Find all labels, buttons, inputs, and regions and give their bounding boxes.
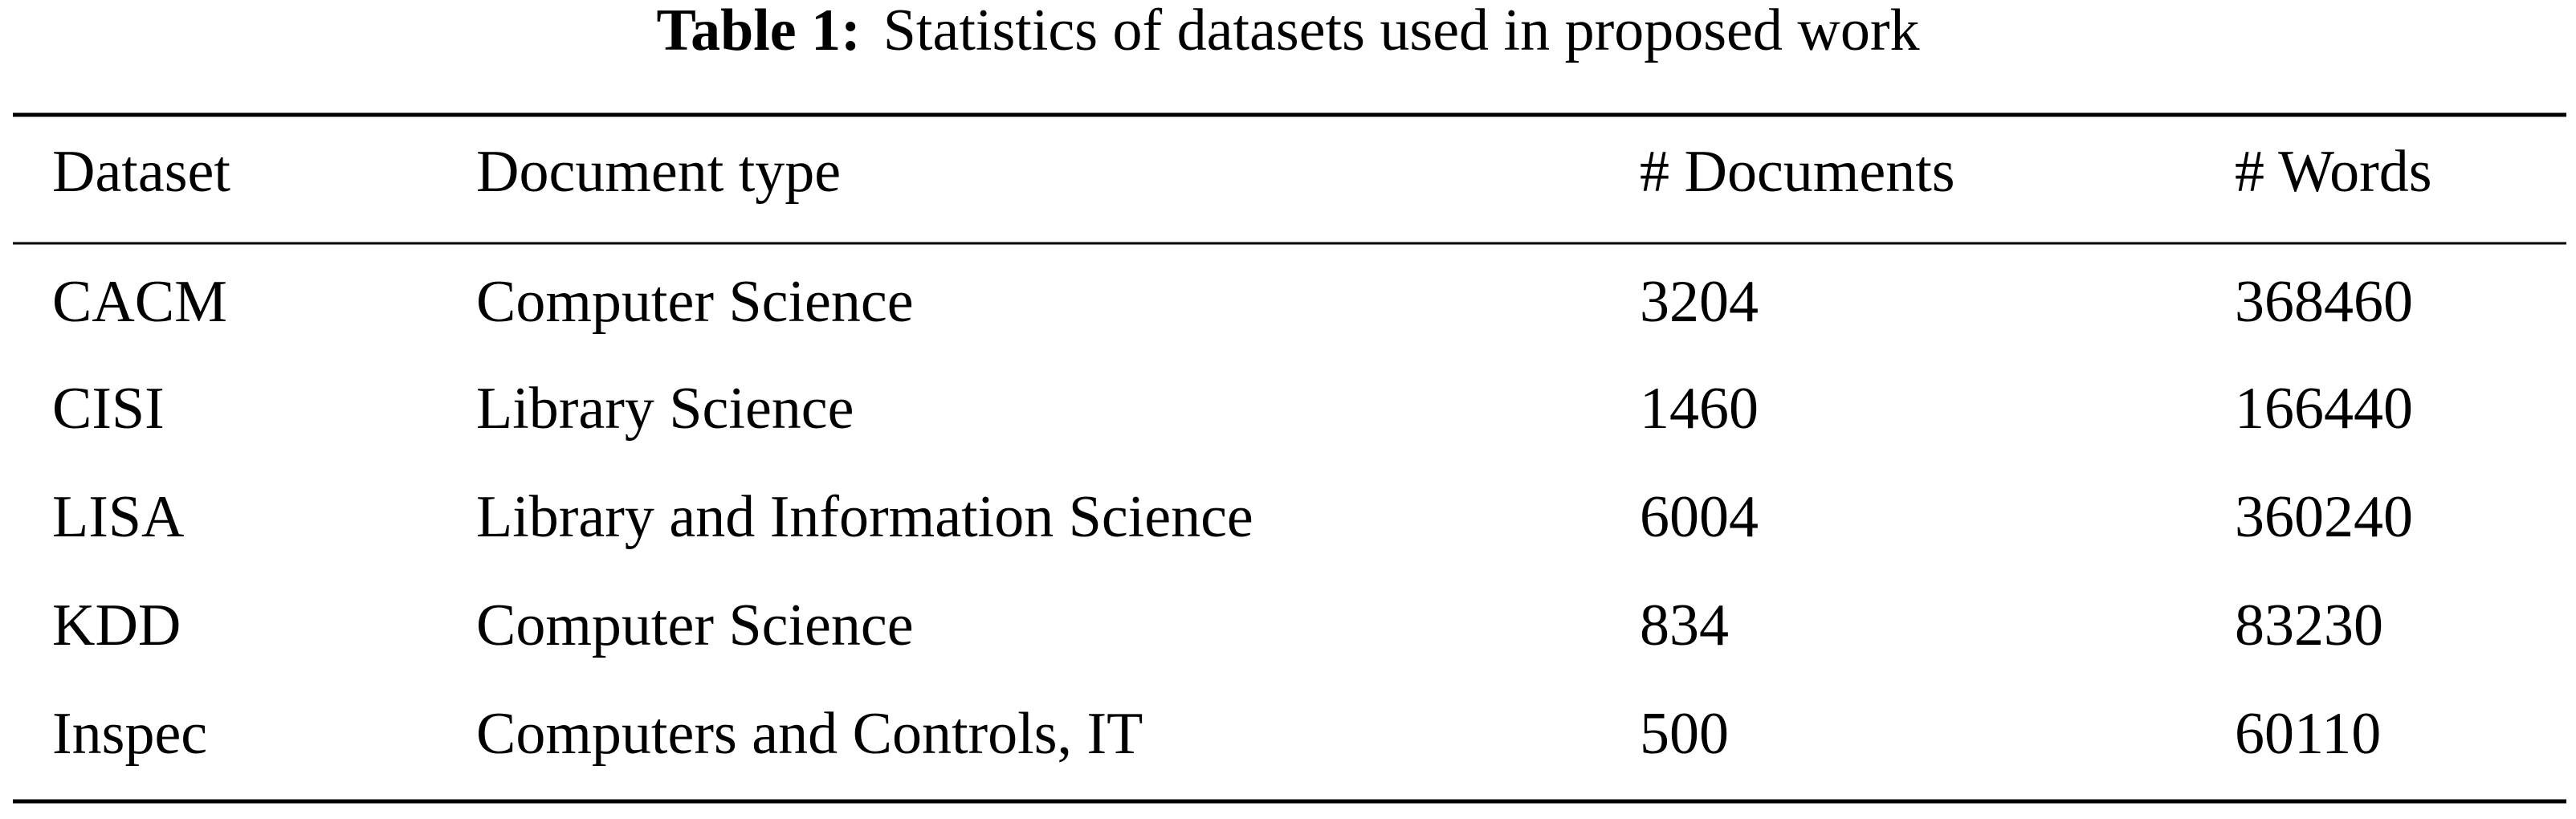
header-cell: # Words <box>2235 139 2432 205</box>
table-cell: Inspec <box>52 701 207 767</box>
header-cell: Dataset <box>52 139 230 205</box>
table-cell: CISI <box>52 376 165 442</box>
caption-text: Statistics of datasets used in proposed … <box>883 0 1920 63</box>
header-cell: # Documents <box>1640 139 1955 205</box>
table-cell: 834 <box>1640 593 1729 658</box>
header-cell: Document type <box>476 139 841 205</box>
table-cell: 500 <box>1640 701 1729 767</box>
table-cell: 368460 <box>2235 269 2413 335</box>
table-cell: Library Science <box>476 376 854 442</box>
table-cell: KDD <box>52 593 181 658</box>
table-cell: LISA <box>52 484 184 550</box>
table-cell: 3204 <box>1640 269 1759 335</box>
table-cell: 6004 <box>1640 484 1759 550</box>
table-cell: 166440 <box>2235 376 2413 442</box>
table-cell: CACM <box>52 269 227 335</box>
table-cell: Library and Information Science <box>476 484 1253 550</box>
table-cell: Computer Science <box>476 269 914 335</box>
table-cell: Computer Science <box>476 593 914 658</box>
table-cell: 1460 <box>1640 376 1759 442</box>
table-cell: 360240 <box>2235 484 2413 550</box>
table-cell: 60110 <box>2235 701 2381 767</box>
table-cell: Computers and Controls, IT <box>476 701 1143 767</box>
caption: Table 1: Statistics of datasets used in p… <box>657 0 1920 63</box>
table-cell: 83230 <box>2235 593 2383 658</box>
caption-label: Table 1: <box>657 0 861 63</box>
